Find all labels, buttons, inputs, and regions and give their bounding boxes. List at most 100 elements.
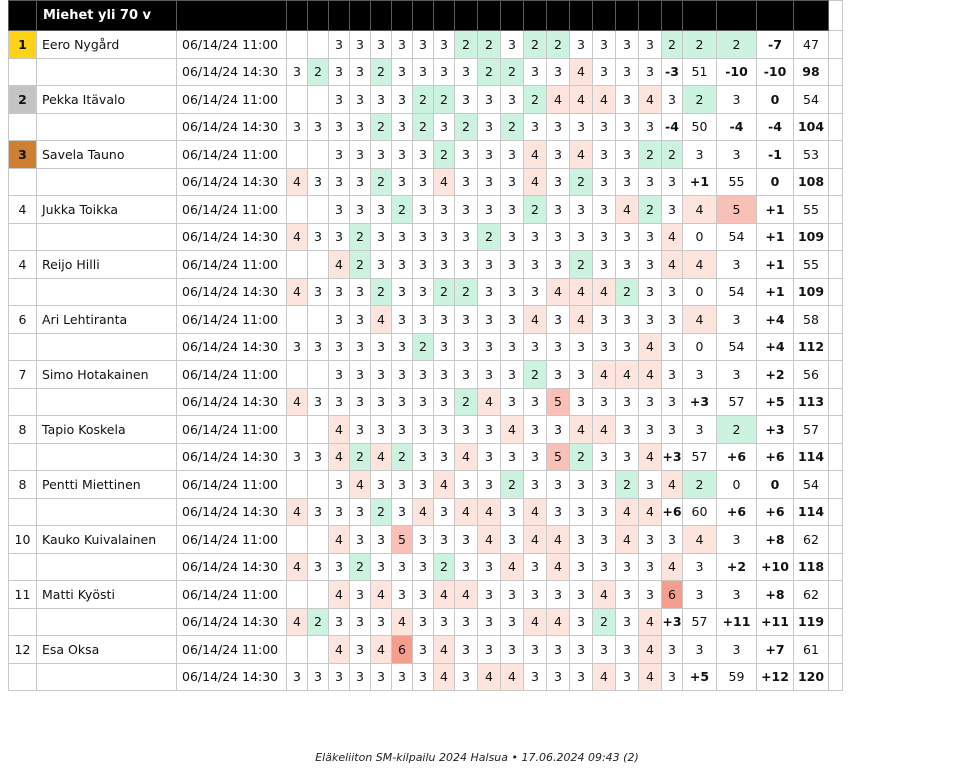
player-name: Matti Kyösti — [36, 580, 177, 609]
hole-score-cell: 3 — [391, 222, 413, 251]
hole-score-cell: 3 — [500, 635, 524, 664]
hole-score-cell: 3 — [592, 497, 616, 526]
hole-score-cell: 6 — [391, 635, 413, 664]
hole-score-cell: 4 — [500, 415, 524, 444]
hole-score-cell: 4 — [328, 635, 350, 664]
hole-score-cell: 3 — [328, 57, 350, 86]
round-start-time: 06/14/24 11:00 — [176, 415, 287, 444]
hole-score-cell: 5 — [546, 442, 570, 471]
hole-score-cell: 4 — [454, 442, 478, 471]
hole-score-cell: 3 — [477, 167, 501, 196]
round-start-time: 06/14/24 11:00 — [176, 580, 287, 609]
round-start-time: 06/14/24 11:00 — [176, 140, 287, 169]
position-cell — [8, 497, 37, 526]
hole-score-cell: 4 — [328, 250, 350, 279]
hole-score-cell: 4 — [328, 580, 350, 609]
hole-score-cell: 3 — [500, 167, 524, 196]
hole-score-cell: -10 — [716, 57, 757, 86]
player-round-row: 2 Pekka Itävalo 06/14/24 11:00 3 3 3 3 2 2 3 3 3 2 4 4… — [8, 85, 843, 114]
player-name: Tapio Koskela — [36, 415, 177, 444]
hole-score-cell: 3 — [546, 497, 570, 526]
hole-score-cell: 3 — [412, 580, 434, 609]
pre-score-cell: 4 — [286, 607, 308, 636]
total-to-par: +1 — [756, 250, 794, 279]
hole-score-cell: 3 — [592, 332, 616, 361]
hole-score-cell: 57 — [682, 607, 717, 636]
hole-score-cell: 4 — [523, 525, 547, 554]
total-to-par: -7 — [756, 30, 794, 59]
position-cell — [8, 57, 37, 86]
round-start-time: 06/14/24 11:00 — [176, 470, 287, 499]
hole-score-cell: 2 — [638, 140, 662, 169]
hole-score-cell: 3 — [500, 442, 524, 471]
pre-score-cell — [307, 580, 329, 609]
player-name: Pentti Miettinen — [36, 470, 177, 499]
pre-score-cell: 3 — [307, 112, 329, 141]
pre-score-cell: 3 — [307, 442, 329, 471]
position-cell: 12 — [8, 635, 37, 664]
hole-score-cell: 3 — [454, 360, 478, 389]
hole-score-cell: 4 — [546, 85, 570, 114]
hole-score-cell: 3 — [477, 552, 501, 581]
hole-score-cell: 3 — [433, 57, 455, 86]
player-name-empty — [36, 607, 177, 636]
hole-score-cell: 3 — [592, 222, 616, 251]
hole-score-cell: 3 — [523, 662, 547, 691]
position-cell — [8, 112, 37, 141]
total-strokes: 54 — [793, 85, 829, 114]
hole-score-cell: 3 — [412, 470, 434, 499]
position-cell — [8, 222, 37, 251]
total-to-par: -10 — [756, 57, 794, 86]
total-to-par: +1 — [756, 277, 794, 306]
hole-score-cell: 3 — [391, 112, 413, 141]
hole-score-cell: 3 — [716, 85, 757, 114]
hole-score-cell: 3 — [523, 277, 547, 306]
hole-score-cell: 4 — [523, 167, 547, 196]
total-to-par: +8 — [756, 525, 794, 554]
hole-score-cell: 3 — [523, 387, 547, 416]
hole-score-cell: 3 — [638, 580, 662, 609]
pre-score-cell: 4 — [286, 497, 308, 526]
hole-score-cell: 3 — [370, 195, 392, 224]
hole-score-cell: 3 — [328, 552, 350, 581]
hole-score-cell: 4 — [682, 195, 717, 224]
player-name: Esa Oksa — [36, 635, 177, 664]
hole-score-cell: 3 — [716, 140, 757, 169]
hole-score-cell: 3 — [569, 497, 593, 526]
hole-score-cell: 3 — [370, 387, 392, 416]
hole-score-cell: 4 — [328, 415, 350, 444]
hole-score-cell: 3 — [592, 57, 616, 86]
hole-score-cell: 2 — [433, 277, 455, 306]
hole-score-cell: 3 — [349, 305, 371, 334]
hole-score-cell: 0 — [682, 332, 717, 361]
hole-score-cell: 3 — [569, 332, 593, 361]
hole-score-cell: 3 — [477, 360, 501, 389]
total-strokes: 109 — [793, 277, 829, 306]
spacer-cell — [828, 305, 843, 334]
spacer-cell — [828, 30, 843, 59]
player-round-row: 10 Kauko Kuivalainen 06/14/24 11:00 4 3 3 5 3 3 3… — [8, 525, 843, 554]
hole-score-cell: 3 — [391, 662, 413, 691]
hole-score-cell: +3 — [661, 442, 683, 471]
hole-score-cell: 3 — [328, 607, 350, 636]
position-cell — [8, 607, 37, 636]
pre-score-cell — [286, 360, 308, 389]
hole-score-cell: 3 — [433, 195, 455, 224]
hole-score-cell: 3 — [433, 497, 455, 526]
round-start-time: 06/14/24 14:30 — [176, 552, 287, 581]
hole-score-cell: 3 — [592, 195, 616, 224]
total-strokes: 109 — [793, 222, 829, 251]
hole-score-cell: 3 — [615, 607, 639, 636]
hole-score-cell: 3 — [546, 415, 570, 444]
hole-score-cell: 3 — [638, 305, 662, 334]
page-footer: Eläkeliiton SM-kilpailu 2024 Halsua • 17… — [315, 751, 639, 764]
hole-score-cell: 4 — [546, 552, 570, 581]
pre-score-cell: 4 — [286, 552, 308, 581]
hole-score-cell: 2 — [412, 112, 434, 141]
hole-score-cell: 3 — [328, 332, 350, 361]
hole-score-cell: 3 — [412, 607, 434, 636]
hole-score-cell: 4 — [569, 140, 593, 169]
hole-score-cell: 2 — [569, 250, 593, 279]
hole-score-cell: 3 — [454, 140, 478, 169]
hole-score-cell: 3 — [328, 112, 350, 141]
